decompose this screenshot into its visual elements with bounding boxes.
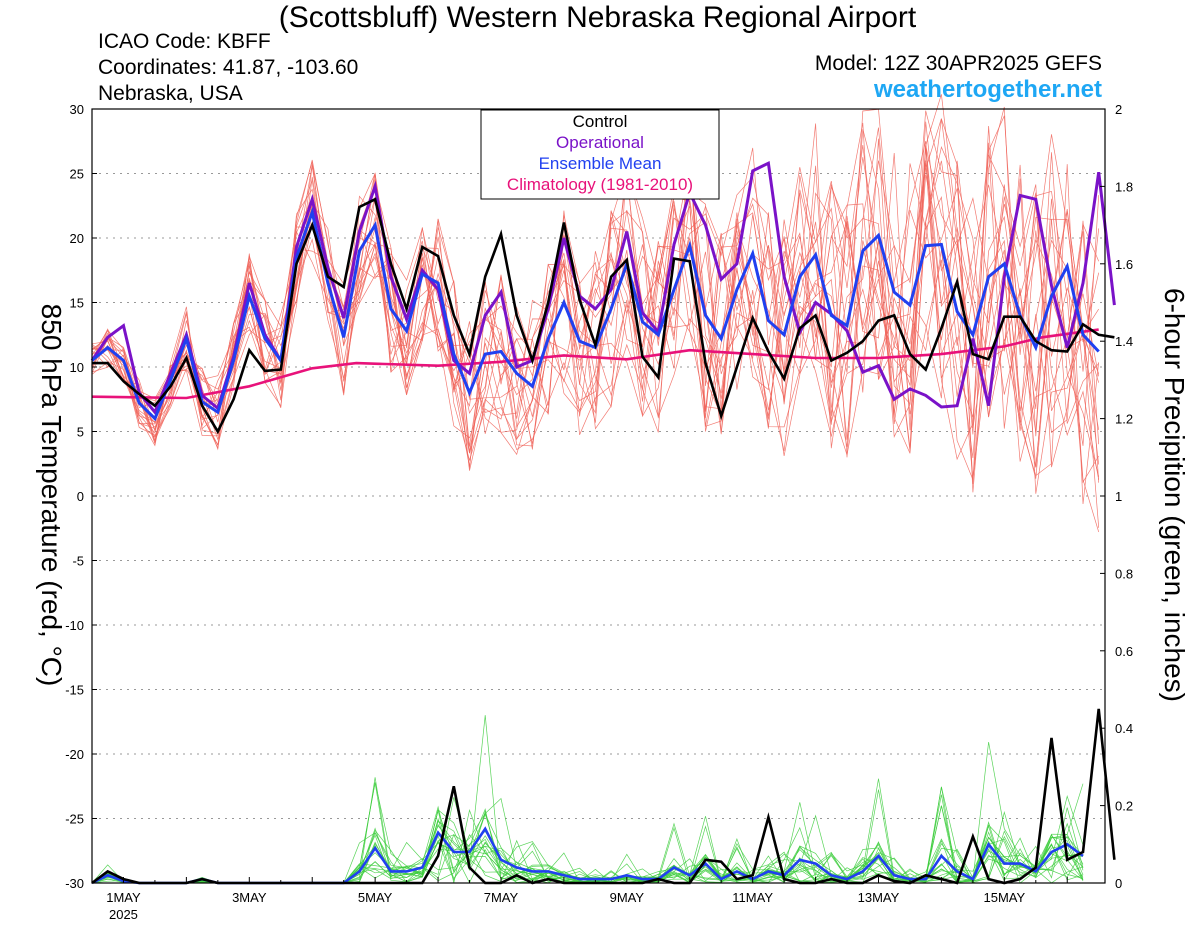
y-tick-label-left: 30: [70, 102, 84, 117]
y-tick-label-right: 0.6: [1115, 644, 1133, 659]
temp-member-line: [91, 108, 1100, 441]
chart-title: (Scottsbluff) Western Nebraska Regional …: [278, 1, 917, 34]
x-tick-label: 3MAY: [232, 890, 267, 905]
y-tick-label-left: -10: [65, 618, 84, 633]
y-tick-label-left: 10: [70, 360, 84, 375]
icao-code: ICAO Code: KBFF: [98, 30, 271, 53]
temp-member-line: [91, 106, 1100, 505]
x-ticks: 1MAY 2025 3MAY 5MAY 7MAY 9MAY 11MAY 13MAY 15MAY: [106, 877, 1068, 922]
y-tick-label-left: -20: [65, 747, 84, 762]
x-tick-label: 9MAY: [610, 890, 645, 905]
y-tick-label-left: 15: [70, 296, 84, 311]
x-tick-label: 15MAY: [983, 890, 1025, 905]
legend-mean: Ensemble Mean: [539, 154, 662, 173]
x-tick-label: 5MAY: [358, 890, 393, 905]
model-run: Model: 12Z 30APR2025 GEFS: [814, 52, 1102, 75]
y-tick-label-right: 0: [1115, 876, 1122, 891]
x-tick-label: 13MAY: [858, 890, 900, 905]
y-tick-label-left: 25: [70, 167, 84, 182]
y-tick-label-right: 1.2: [1115, 412, 1133, 427]
site-link[interactable]: weathertogether.net: [873, 76, 1102, 103]
y-tick-label-right: 1: [1115, 489, 1122, 504]
y-tick-label-right: 0.2: [1115, 799, 1133, 814]
control-temp-line: [92, 197, 1115, 435]
precip-member-line: [91, 809, 1084, 884]
y-tick-label-right: 1.4: [1115, 334, 1133, 349]
x-tick-label: 11MAY: [732, 890, 773, 905]
y-tick-label-left: 0: [77, 489, 84, 504]
legend-box: [480, 109, 720, 200]
y-tick-label-left: 5: [77, 425, 84, 440]
y-tick-label-left: 20: [70, 231, 84, 246]
y-tick-label-left: -30: [65, 876, 84, 891]
legend-climatology: Climatology (1981-2010): [507, 175, 693, 194]
climatology-line: [91, 328, 1099, 400]
y-tick-label-right: 0.4: [1115, 721, 1133, 736]
y-tick-label-left: -5: [72, 554, 84, 569]
temp-member-line: [91, 184, 1100, 533]
y-tick-label-left: -15: [65, 683, 84, 698]
y-tick-label-right: 1.8: [1115, 179, 1133, 194]
y-ticks: 302520151050-5-10-15-20-25-3021.81.61.41…: [65, 102, 1133, 891]
y-tick-label-right: 2: [1115, 102, 1122, 117]
y-tick-label-left: -25: [65, 812, 84, 827]
region: Nebraska, USA: [98, 82, 243, 105]
legend-operational: Operational: [556, 133, 644, 152]
precip-member-line: [91, 835, 1084, 884]
y-axis-label-right: 6-hour Precipition (green, inches): [1159, 288, 1190, 702]
y-tick-label-right: 0.8: [1115, 566, 1133, 581]
y-tick-label-right: 1.6: [1115, 257, 1133, 272]
coordinates: Coordinates: 41.87, -103.60: [98, 56, 359, 79]
temp-member-line: [91, 127, 1100, 477]
legend: Control Operational Ensemble Mean Climat…: [480, 109, 720, 200]
operational-temp-line: [90, 160, 1116, 416]
temp-member-line: [91, 123, 1100, 528]
temp-member-line: [91, 94, 1100, 437]
y-axis-label-left: 850 hPa Temperature (red, °C): [36, 304, 67, 687]
x-tick-year: 2025: [109, 907, 138, 922]
x-tick-label: 1MAY: [106, 890, 141, 905]
x-tick-label: 7MAY: [484, 890, 519, 905]
precip-member-line: [91, 808, 1084, 884]
ensemble-members: [91, 94, 1100, 884]
legend-control: Control: [573, 112, 628, 131]
